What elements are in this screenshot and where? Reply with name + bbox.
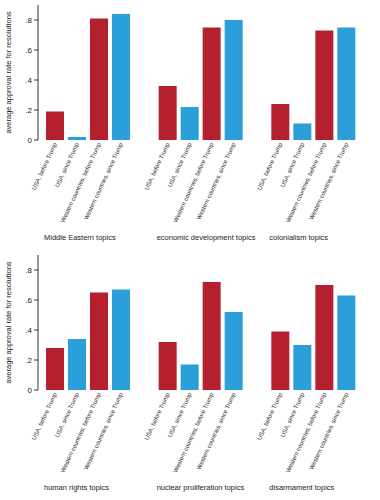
bar-label: Western countries, before Trump <box>172 141 215 223</box>
bar-label: Western countries, since Trump <box>83 391 124 470</box>
bar <box>46 112 64 141</box>
bar-label: Western countries, since Trump <box>308 391 349 470</box>
bar <box>271 104 289 140</box>
y-tick <box>34 390 38 391</box>
bar <box>293 124 311 141</box>
bar <box>337 296 355 391</box>
y-axis-label: average approval rate for resolutions <box>4 11 13 133</box>
bar <box>203 282 221 390</box>
bar <box>181 365 199 391</box>
chart-panel: 0 .2 .4 .6 .8 average approval rate for resol… <box>4 255 355 492</box>
y-tick-label: .8 <box>25 266 32 275</box>
y-tick-label: .6 <box>25 296 32 305</box>
y-tick <box>34 140 38 141</box>
bar <box>68 137 86 140</box>
bar <box>337 28 355 141</box>
bar <box>181 107 199 140</box>
y-tick <box>34 20 38 21</box>
category-label: human rights topics <box>44 483 109 492</box>
category-label: Middle Eastern topics <box>44 233 116 242</box>
bar <box>90 19 108 141</box>
y-tick <box>34 270 38 271</box>
bar <box>159 86 177 140</box>
bar <box>90 293 108 391</box>
y-tick-label: .2 <box>25 356 32 365</box>
y-tick-label: 0 <box>28 386 33 395</box>
chart-panel: 0 .2 .4 .6 .8 average approval rate for resol… <box>4 5 355 242</box>
y-tick <box>34 330 38 331</box>
bar <box>203 28 221 141</box>
bar <box>315 31 333 141</box>
bar-label: Western countries, since Trump <box>308 141 349 220</box>
y-axis-label: average approval rate for resolutions <box>4 261 13 383</box>
y-tick-label: .8 <box>25 16 32 25</box>
bar-label: Western countries, since Trump <box>196 391 237 470</box>
bar <box>46 348 64 390</box>
bar-label: Western countries, before Trump <box>285 391 328 473</box>
bar <box>68 339 86 390</box>
bar <box>293 345 311 390</box>
y-tick <box>34 360 38 361</box>
y-tick <box>34 80 38 81</box>
bar-label: USA, since Trump <box>279 391 305 438</box>
y-axis-line <box>38 255 39 390</box>
y-tick-label: .6 <box>25 46 32 55</box>
y-tick <box>34 300 38 301</box>
bar-label: Western countries, before Trump <box>172 391 215 473</box>
bar <box>112 14 130 140</box>
bar <box>112 290 130 391</box>
bar <box>271 332 289 391</box>
bar-label: Western countries, since Trump <box>83 141 124 220</box>
chart-canvas: 0 .2 .4 .6 .8 average approval rate for resol… <box>0 0 380 500</box>
bar-label: USA, since Trump <box>167 391 193 438</box>
bar-label: Western countries, before Trump <box>60 391 103 473</box>
bar-label: Western countries, before Trump <box>60 141 103 223</box>
y-tick-label: .4 <box>25 326 32 335</box>
bar-label: USA, since Trump <box>54 391 80 438</box>
bar <box>159 342 177 390</box>
category-label: disarmament topics <box>269 483 334 492</box>
bar <box>315 285 333 390</box>
bar <box>225 20 243 140</box>
y-tick-label: .2 <box>25 106 32 115</box>
bar-label: Western countries, before Trump <box>285 141 328 223</box>
category-label: colonialism topics <box>269 233 328 242</box>
category-label: nuclear proliferation topics <box>157 483 245 492</box>
y-tick-label: 0 <box>28 136 33 145</box>
y-tick <box>34 50 38 51</box>
bar-label: USA, since Trump <box>279 141 305 188</box>
bar-label: Western countries, since Trump <box>196 141 237 220</box>
y-axis-line <box>38 5 39 140</box>
y-tick <box>34 110 38 111</box>
y-tick-label: .4 <box>25 76 32 85</box>
category-label: economic development topics <box>157 233 256 242</box>
bars <box>46 14 355 140</box>
bar <box>225 312 243 390</box>
bar-label: USA, since Trump <box>167 141 193 188</box>
bars <box>46 282 355 390</box>
bar-label: USA, since Trump <box>54 141 80 188</box>
